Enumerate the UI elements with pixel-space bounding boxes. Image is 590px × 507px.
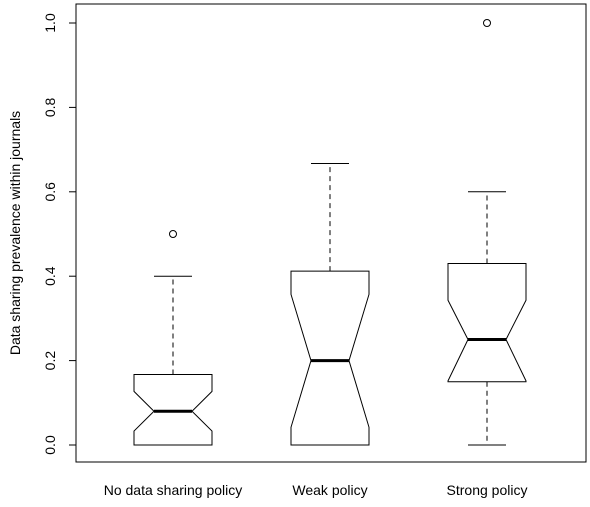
y-tick-label-5: 1.0 — [42, 13, 58, 33]
y-axis: 0.0 0.2 0.4 0.6 0.8 1.0 — [42, 13, 77, 455]
y-tick-label-4: 0.8 — [42, 97, 58, 117]
y-tick-label-0: 0.0 — [42, 435, 58, 455]
box-0 — [133, 230, 213, 446]
x-category-label-1: Weak policy — [292, 482, 367, 498]
outlier-0-0 — [169, 230, 177, 238]
box-body-1 — [290, 270, 370, 446]
box-1 — [290, 163, 370, 446]
y-tick-label-1: 0.2 — [42, 351, 58, 371]
boxes — [133, 19, 527, 446]
outlier-2-0 — [483, 19, 491, 27]
x-axis: No data sharing policy Weak policy Strong … — [104, 482, 528, 498]
y-tick-label-3: 0.6 — [42, 182, 58, 202]
plot-frame — [75, 3, 587, 463]
y-tick-label-2: 0.4 — [42, 266, 58, 286]
box-body-0 — [133, 374, 213, 446]
box-2 — [447, 19, 527, 446]
x-category-label-2: Strong policy — [447, 482, 528, 498]
x-category-label-0: No data sharing policy — [104, 482, 243, 498]
box-body-2 — [447, 263, 527, 383]
y-axis-label: Data sharing prevalence within journals — [7, 111, 23, 355]
